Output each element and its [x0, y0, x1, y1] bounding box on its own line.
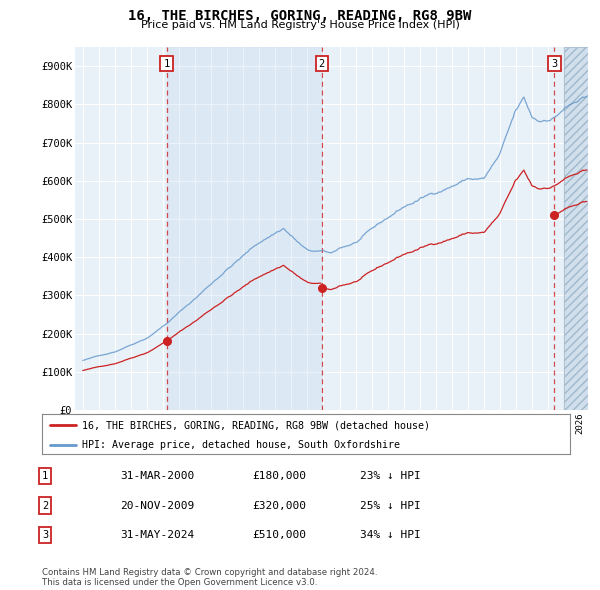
Bar — [167, 47, 322, 410]
Text: 31-MAR-2000: 31-MAR-2000 — [120, 471, 194, 481]
Text: Price paid vs. HM Land Registry's House Price Index (HPI): Price paid vs. HM Land Registry's House … — [140, 20, 460, 30]
Text: 1: 1 — [42, 471, 48, 481]
Text: Contains HM Land Registry data © Crown copyright and database right 2024.
This d: Contains HM Land Registry data © Crown c… — [42, 568, 377, 587]
Text: 16, THE BIRCHES, GORING, READING, RG8 9BW: 16, THE BIRCHES, GORING, READING, RG8 9B… — [128, 9, 472, 23]
Text: 3: 3 — [551, 58, 557, 68]
Text: 2: 2 — [42, 501, 48, 510]
Text: £320,000: £320,000 — [252, 501, 306, 510]
Text: 20-NOV-2009: 20-NOV-2009 — [120, 501, 194, 510]
Text: 34% ↓ HPI: 34% ↓ HPI — [360, 530, 421, 540]
Text: 23% ↓ HPI: 23% ↓ HPI — [360, 471, 421, 481]
Text: £180,000: £180,000 — [252, 471, 306, 481]
Text: £510,000: £510,000 — [252, 530, 306, 540]
Text: 3: 3 — [42, 530, 48, 540]
Text: 2: 2 — [319, 58, 325, 68]
Bar — [564, 47, 596, 410]
Bar — [564, 47, 596, 410]
Text: 16, THE BIRCHES, GORING, READING, RG8 9BW (detached house): 16, THE BIRCHES, GORING, READING, RG8 9B… — [82, 420, 430, 430]
Text: 31-MAY-2024: 31-MAY-2024 — [120, 530, 194, 540]
Text: 1: 1 — [163, 58, 170, 68]
Text: HPI: Average price, detached house, South Oxfordshire: HPI: Average price, detached house, Sout… — [82, 441, 400, 451]
Text: 25% ↓ HPI: 25% ↓ HPI — [360, 501, 421, 510]
